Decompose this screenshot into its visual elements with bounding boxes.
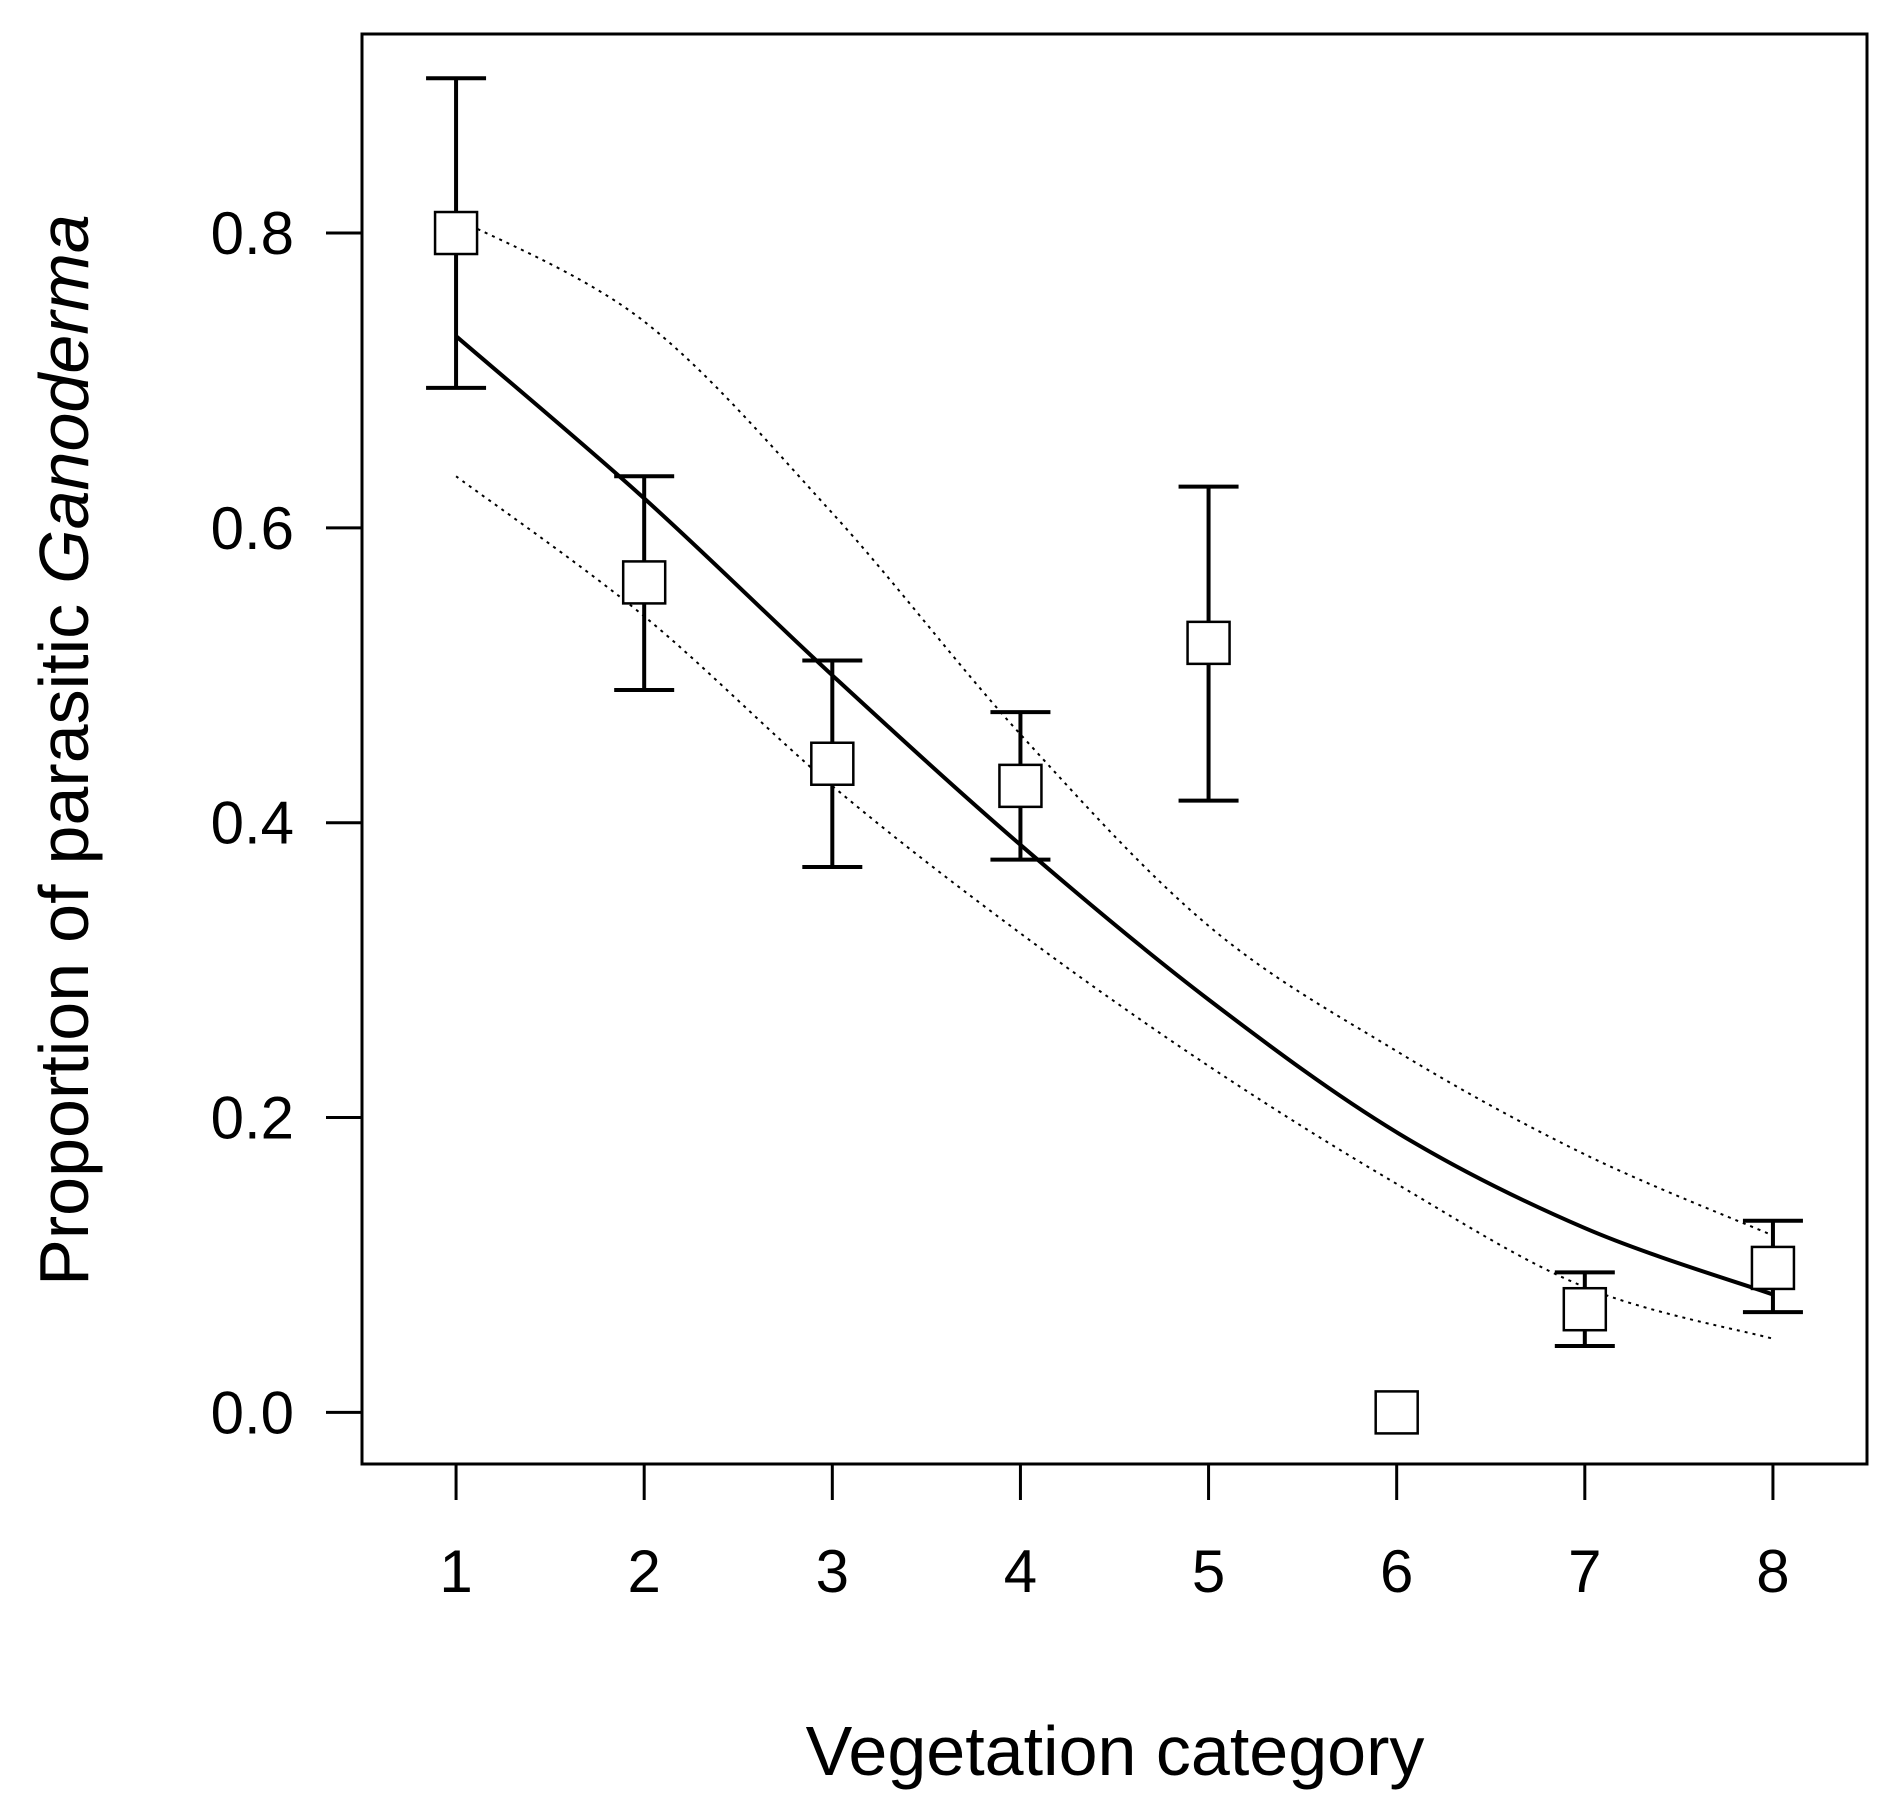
fitted-curve-line — [454, 334, 1774, 1297]
x-tick-label-3: 3 — [816, 1538, 849, 1605]
x-axis: 1 2 3 4 5 6 7 8 — [439, 1464, 1790, 1605]
data-points — [433, 210, 1796, 1435]
curves — [454, 217, 1774, 1340]
data-point-1 — [433, 210, 479, 256]
x-tick-label-8: 8 — [1756, 1538, 1789, 1605]
x-tick-label-1: 1 — [439, 1538, 472, 1605]
y-axis-label-genus: Ganoderma — [25, 214, 103, 584]
y-tick-label-0.0: 0.0 — [211, 1379, 294, 1446]
y-tick-label-0.4: 0.4 — [211, 790, 294, 857]
data-point-8 — [1750, 1245, 1796, 1291]
data-point-6 — [1374, 1390, 1419, 1435]
y-axis-label: Proportion of parasitic Ganoderma — [25, 214, 103, 1286]
data-point-3 — [810, 741, 855, 786]
y-axis-label-word-3: parasitic — [25, 604, 103, 865]
y-tick-label-0.2: 0.2 — [211, 1085, 294, 1152]
x-tick-label-7: 7 — [1568, 1538, 1601, 1605]
x-axis-label: Vegetation category — [806, 1712, 1425, 1790]
x-tick-label-5: 5 — [1192, 1538, 1225, 1605]
y-axis-label-word-2: of — [25, 884, 103, 943]
upper-confidence-bound-line — [455, 217, 1774, 1237]
y-tick-label-0.8: 0.8 — [211, 200, 294, 267]
data-point-5 — [1186, 620, 1231, 666]
y-axis: 0.0 0.2 0.4 0.6 0.8 — [211, 200, 362, 1446]
plot-frame — [360, 32, 1869, 1466]
data-point-2 — [621, 560, 667, 605]
data-point-4 — [998, 763, 1043, 809]
data-point-7 — [1562, 1286, 1608, 1332]
y-axis-label-word-1: Proportion — [25, 963, 103, 1286]
x-tick-label-6: 6 — [1380, 1538, 1413, 1605]
y-tick-label-0.6: 0.6 — [211, 495, 294, 562]
x-tick-label-4: 4 — [1004, 1538, 1037, 1605]
x-tick-label-2: 2 — [628, 1538, 661, 1605]
